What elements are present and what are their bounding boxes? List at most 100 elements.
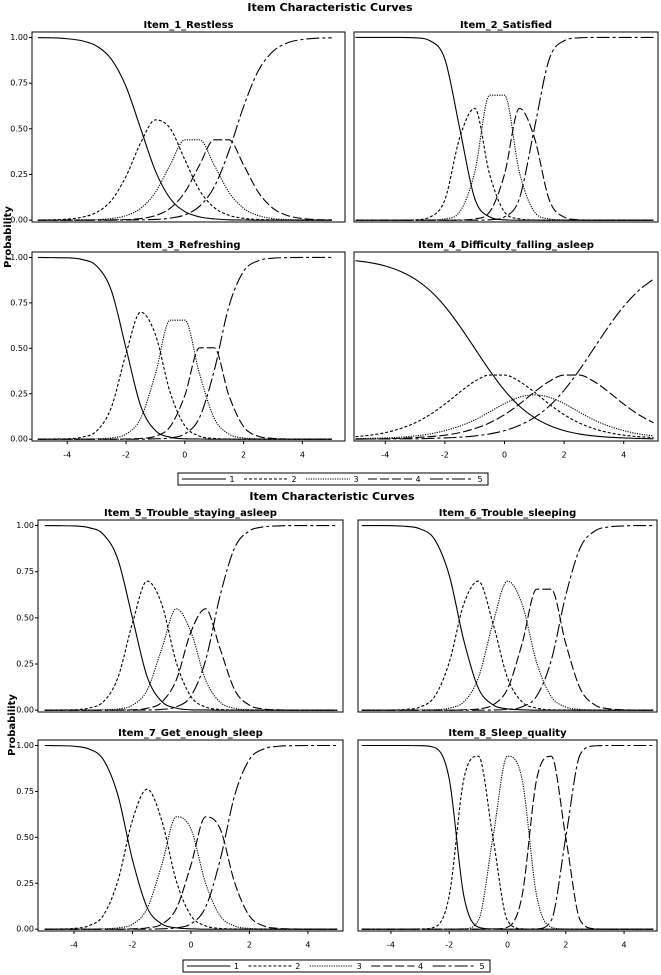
y-tick-label: 0.00 bbox=[16, 706, 34, 715]
curve bbox=[361, 744, 654, 930]
panel-title: Item_8_Sleep_quality bbox=[448, 728, 567, 739]
curve bbox=[44, 580, 338, 711]
legend-label: 1 bbox=[229, 475, 234, 484]
x-tick-label: 0 bbox=[182, 451, 187, 460]
y-tick-label: 0.25 bbox=[16, 660, 34, 669]
figure-title: Item Characteristic Curves bbox=[249, 490, 415, 503]
panel-title: Item_5_Trouble_staying_asleep bbox=[104, 508, 277, 519]
curve bbox=[355, 374, 654, 439]
y-tick-label: 1.00 bbox=[10, 33, 28, 42]
legend-label: 2 bbox=[291, 475, 296, 484]
x-tick-label: 0 bbox=[505, 941, 510, 950]
curve bbox=[37, 139, 332, 221]
x-tick-label: 4 bbox=[621, 451, 626, 460]
plot-frame bbox=[357, 739, 658, 932]
panel-title: Item_1_Restless bbox=[144, 20, 234, 31]
curve bbox=[361, 588, 654, 711]
y-tick-label: 0.75 bbox=[10, 298, 28, 307]
curve bbox=[44, 816, 338, 930]
curve bbox=[361, 580, 654, 711]
x-tick-label: 2 bbox=[241, 451, 246, 460]
plot-frame bbox=[357, 519, 658, 713]
y-axis-label: Probability bbox=[3, 206, 14, 268]
panel-title: Item_7_Get_enough_sleep bbox=[118, 728, 263, 739]
curve bbox=[37, 37, 332, 221]
plot-frame bbox=[353, 31, 659, 223]
legend-label: 4 bbox=[415, 475, 420, 484]
x-tick-label: -2 bbox=[445, 941, 453, 950]
legend-label: 3 bbox=[353, 475, 358, 484]
curve bbox=[355, 278, 654, 440]
curve bbox=[37, 319, 332, 440]
x-tick-label: -2 bbox=[122, 451, 130, 460]
curve bbox=[361, 580, 654, 711]
legend-box bbox=[182, 959, 491, 973]
curve bbox=[44, 744, 338, 930]
plot-frame bbox=[31, 251, 346, 442]
y-axis-label: Probability bbox=[7, 694, 18, 756]
x-tick-label: 0 bbox=[188, 941, 193, 950]
curve bbox=[361, 744, 654, 930]
y-tick-label: 0.25 bbox=[10, 389, 28, 398]
legend-label: 5 bbox=[477, 475, 482, 484]
x-tick-label: -2 bbox=[441, 451, 449, 460]
curve bbox=[44, 608, 338, 711]
curve bbox=[44, 816, 338, 930]
x-tick-label: -4 bbox=[387, 941, 395, 950]
y-tick-label: 1.00 bbox=[16, 521, 34, 530]
plot-frame bbox=[353, 251, 659, 442]
y-tick-label: 0.50 bbox=[10, 124, 28, 133]
curve bbox=[361, 524, 654, 711]
x-tick-label: 2 bbox=[562, 451, 567, 460]
y-tick-label: 0.00 bbox=[10, 435, 28, 444]
curve bbox=[37, 256, 332, 440]
plot-frame bbox=[37, 739, 344, 932]
plot-frame bbox=[37, 519, 344, 713]
y-tick-label: 0.50 bbox=[16, 613, 34, 622]
curve bbox=[355, 36, 654, 221]
y-tick-label: 0.00 bbox=[10, 216, 28, 225]
legend-label: 3 bbox=[357, 962, 362, 971]
y-tick-label: 0.75 bbox=[16, 787, 34, 796]
legend-label: 2 bbox=[295, 962, 300, 971]
x-tick-label: -4 bbox=[63, 451, 71, 460]
panel-title: Item_2_Satisfied bbox=[460, 20, 552, 31]
panel-title: Item_4_Difficulty_falling_asleep bbox=[418, 240, 594, 251]
curve bbox=[44, 788, 338, 930]
curve bbox=[361, 755, 654, 930]
y-tick-label: 0.75 bbox=[10, 79, 28, 88]
y-tick-label: 0.25 bbox=[16, 879, 34, 888]
curve bbox=[355, 374, 654, 440]
x-tick-label: -4 bbox=[70, 941, 78, 950]
curve bbox=[44, 744, 338, 930]
x-tick-label: 4 bbox=[305, 941, 310, 950]
figure-title: Item Characteristic Curves bbox=[247, 1, 413, 14]
curve bbox=[44, 608, 338, 711]
curve bbox=[355, 394, 654, 440]
curve bbox=[37, 119, 332, 221]
y-tick-label: 0.00 bbox=[16, 925, 34, 934]
x-tick-label: -2 bbox=[128, 941, 136, 950]
curve bbox=[361, 524, 654, 711]
x-tick-label: 0 bbox=[502, 451, 507, 460]
curve bbox=[355, 107, 654, 221]
curve bbox=[355, 36, 654, 221]
curve bbox=[37, 311, 332, 440]
x-tick-label: -4 bbox=[381, 451, 389, 460]
curve bbox=[37, 139, 332, 221]
legend-label: 4 bbox=[418, 962, 423, 971]
x-tick-label: 2 bbox=[563, 941, 568, 950]
curve bbox=[37, 37, 332, 221]
curve bbox=[37, 256, 332, 440]
y-tick-label: 0.50 bbox=[10, 344, 28, 353]
curve bbox=[355, 260, 654, 440]
curve bbox=[361, 755, 654, 930]
plot-frame bbox=[31, 31, 346, 223]
panel-title: Item_6_Trouble_sleeping bbox=[439, 508, 576, 519]
curve bbox=[361, 755, 654, 930]
curve bbox=[44, 524, 338, 711]
legend-label: 5 bbox=[479, 962, 484, 971]
panel-title: Item_3_Refreshing bbox=[137, 240, 241, 251]
x-tick-label: 4 bbox=[622, 941, 627, 950]
